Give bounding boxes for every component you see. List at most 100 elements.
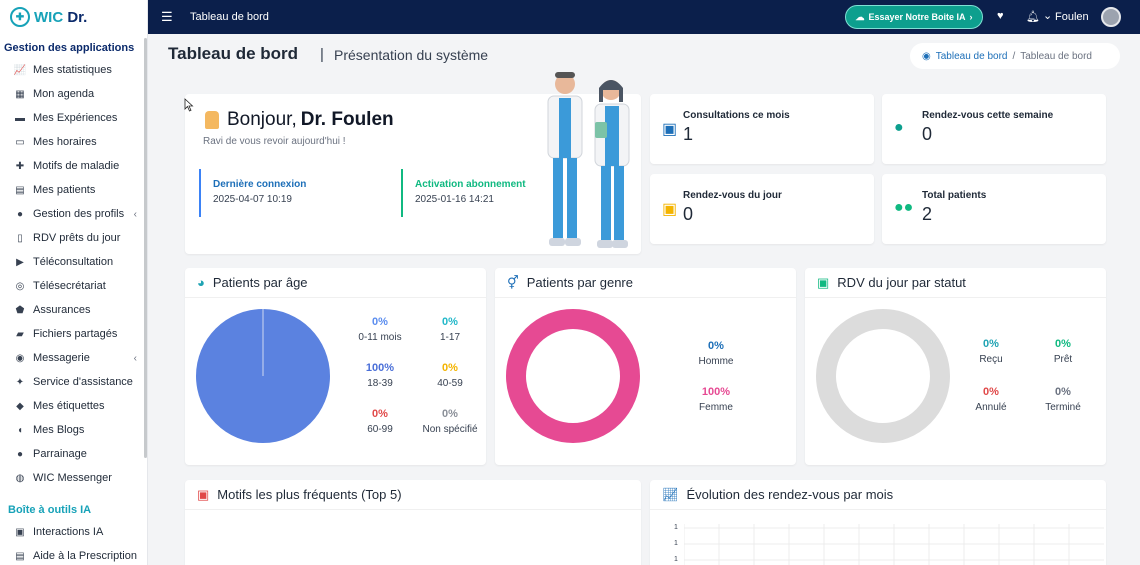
legend-percent: 0% <box>442 408 458 420</box>
sidebar-item-label: Téléconsultation <box>33 256 114 268</box>
sidebar-item-label: Fichiers partagés <box>33 328 118 340</box>
breadcrumb-home-link[interactable]: Tableau de bord <box>935 50 1008 62</box>
doctors-illustration <box>547 72 630 248</box>
y-axis-tick: 1 <box>674 540 678 547</box>
tags-icon: ◆ <box>16 400 24 412</box>
last-login-value: 2025-04-07 10:19 <box>213 194 292 205</box>
evolution-card: 📈︎ Évolution des rendez-vous par mois 1 … <box>650 480 1106 565</box>
sidebar-item-parrainage[interactable]: ● Parrainage <box>0 442 147 466</box>
greeting: Bonjour, Dr. Foulen <box>205 109 394 131</box>
activation-label: Activation abonnement <box>415 179 526 190</box>
sidebar-item-label: Interactions IA <box>33 526 104 538</box>
sidebar-item-fichiers-partag-s[interactable]: ▰ Fichiers partagés <box>0 322 147 346</box>
user-gear-icon: ● <box>16 208 24 220</box>
kpi-label: Rendez-vous cette semaine <box>922 110 1054 121</box>
sidebar-item-messagerie[interactable]: ◉ Messagerie ‹ <box>0 346 147 370</box>
sidebar-item-gestion-des-profils[interactable]: ● Gestion des profils ‹ <box>0 202 147 226</box>
last-login-label: Dernière connexion <box>213 179 307 190</box>
status-donut-empty-ring <box>816 309 950 443</box>
sidebar-item-mes-patients[interactable]: ▤ Mes patients <box>0 178 147 202</box>
legend-label: Non spécifié <box>422 424 478 435</box>
sidebar-item-mes-statistiques[interactable]: 📈 Mes statistiques <box>0 58 147 82</box>
kpi-rdv-week-card[interactable]: ● Rendez-vous cette semaine 0 <box>882 94 1106 164</box>
sidebar-scrollbar[interactable] <box>144 38 147 458</box>
chevron-left-icon[interactable]: ‹ <box>133 208 137 220</box>
legend-label: 0-11 mois <box>358 332 402 343</box>
calendar-check-icon: ▣ <box>817 274 830 290</box>
last-login-block: Dernière connexion 2025-04-07 10:19 <box>199 169 389 217</box>
sidebar-item-mes-tiquettes[interactable]: ◆ Mes étiquettes <box>0 394 147 418</box>
motifs-card-title: Motifs les plus fréquents (Top 5) <box>217 487 402 502</box>
sidebar-item-label: RDV prêts du jour <box>33 232 121 244</box>
sidebar-item-label: Motifs de maladie <box>33 160 120 172</box>
logo[interactable]: ✚ WIC Dr. <box>0 0 147 34</box>
chevron-left-icon[interactable]: ‹ <box>133 352 137 364</box>
kpi-label: Consultations ce mois <box>683 110 790 121</box>
legend-label: Reçu <box>979 354 1003 365</box>
status-donut-chart[interactable] <box>815 308 951 444</box>
breadcrumb: ◉ Tableau de bord / Tableau de bord <box>910 43 1120 69</box>
users-icon: ● <box>16 448 24 460</box>
sidebar-item-assurances[interactable]: ⬟ Assurances <box>0 298 147 322</box>
users-icon: ●● <box>894 199 914 216</box>
folder-icon: ▰ <box>16 328 24 340</box>
greeting-text: Bonjour, <box>227 109 297 130</box>
disease-icon: ✚ <box>15 160 25 172</box>
kpi-label: Rendez-vous du jour <box>683 190 782 201</box>
age-chart-card: ◕ Patients par âge 0% 0-11 mois 0% 1-17 100%… <box>185 268 486 465</box>
sidebar-item-interactions-ia[interactable]: ▣ Interactions IA <box>0 520 147 544</box>
mouse-cursor-icon <box>184 98 194 112</box>
kpi-consultations-card[interactable]: ▣ Consultations ce mois 1 <box>650 94 874 164</box>
gender-donut-chart[interactable] <box>505 308 641 444</box>
page-title-separator: | <box>320 46 324 63</box>
gender-card-title: Patients par genre <box>526 275 633 290</box>
legend-percent: 0% <box>983 338 999 350</box>
legend-label: Homme <box>698 356 734 367</box>
pie-chart-icon: ◕ <box>197 275 205 290</box>
video-icon: ▶ <box>16 256 24 268</box>
evolution-grid <box>684 524 1104 565</box>
legend-percent: 0% <box>372 408 388 420</box>
user-name[interactable]: Foulen <box>1055 11 1089 23</box>
briefcase-icon: ▬ <box>15 112 25 124</box>
avatar[interactable] <box>1101 7 1121 27</box>
bed-icon: ▤ <box>15 184 25 196</box>
sidebar-item-service-d-assistance[interactable]: ✦ Service d'assistance <box>0 370 147 394</box>
sidebar-item-wic-messenger[interactable]: ◍ WIC Messenger <box>0 466 147 490</box>
sidebar-item-t-l-consultation[interactable]: ▶ Téléconsultation <box>0 250 147 274</box>
ai-box-button[interactable]: ☁ Essayer Notre Boite IA › <box>845 5 983 29</box>
sidebar-item-mon-agenda[interactable]: ▦ Mon agenda <box>0 82 147 106</box>
kpi-total-patients-card[interactable]: ●● Total patients 2 <box>882 174 1106 244</box>
gender-chart-card: ⚥ Patients par genre 0% Homme 100% Femme <box>495 268 796 465</box>
sidebar-item-mes-blogs[interactable]: ◖ Mes Blogs <box>0 418 147 442</box>
stethoscope-logo-icon: ✚ <box>10 7 30 27</box>
legend-label: Annulé <box>975 402 1007 413</box>
hamburger-menu-icon[interactable]: ☰ <box>161 9 173 24</box>
kpi-rdv-day-card[interactable]: ▣ Rendez-vous du jour 0 <box>650 174 874 244</box>
heart-icon[interactable]: ♥ <box>997 10 1004 22</box>
legend-label: Prêt <box>1053 354 1073 365</box>
phone-list-icon: ▯ <box>17 232 23 244</box>
age-pie-chart[interactable] <box>195 308 331 444</box>
legend-percent: 0% <box>983 386 999 398</box>
sidebar-item-t-l-secr-tariat[interactable]: ◎ Télésecrétariat <box>0 274 147 298</box>
status-card-title: RDV du jour par statut <box>837 275 966 290</box>
sidebar-item-aide-la-prescription[interactable]: ▤ Aide à la Prescription <box>0 544 147 565</box>
calendar-icon: ▦ <box>15 88 25 100</box>
legend-label: 40-59 <box>437 378 463 389</box>
bell-icon[interactable]: 🔔︎ <box>1026 11 1040 23</box>
sidebar-item-motifs-de-maladie[interactable]: ✚ Motifs de maladie <box>0 154 147 178</box>
sidebar-section-ai: Boîte à outils IA <box>8 504 92 516</box>
blog-icon: ◖ <box>16 424 24 436</box>
chevron-down-icon[interactable]: ⌄ <box>1043 10 1053 22</box>
sidebar-item-label: Aide à la Prescription <box>33 550 137 562</box>
gender-donut-slice-femme[interactable] <box>506 309 640 443</box>
sidebar-item-rdv-pr-ts-du-jour[interactable]: ▯ RDV prêts du jour <box>0 226 147 250</box>
sidebar-item-mes-horaires[interactable]: ▭ Mes horaires <box>0 130 147 154</box>
sidebar-item-mes-exp-riences[interactable]: ▬ Mes Expériences <box>0 106 147 130</box>
sidebar-item-label: Gestion des profils <box>33 208 125 220</box>
kpi-value: 2 <box>922 204 933 224</box>
sidebar-item-label: Mes étiquettes <box>33 400 105 412</box>
user-clock-icon: ● <box>894 119 904 136</box>
page-title: Tableau de bord <box>168 44 299 63</box>
